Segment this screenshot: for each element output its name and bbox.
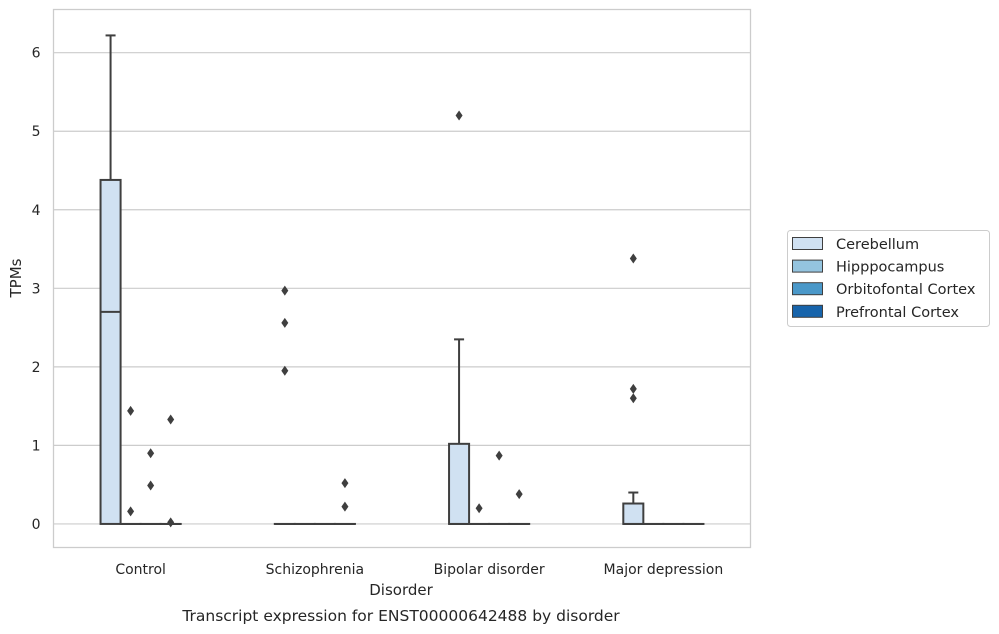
outlier-point xyxy=(281,285,289,296)
x-tick-label: Control xyxy=(115,562,166,578)
legend-frame xyxy=(787,230,990,327)
outlier-point xyxy=(167,414,175,425)
legend-label: Prefrontal Cortex xyxy=(836,305,959,321)
y-tick-label: 0 xyxy=(32,517,41,533)
outlier-point xyxy=(341,501,349,512)
legend-swatch xyxy=(792,282,823,296)
y-axis-label: TPMs xyxy=(7,258,25,298)
legend-label: Hipppocampus xyxy=(836,260,944,276)
plot-frame xyxy=(52,8,752,549)
outlier-point xyxy=(341,478,349,489)
outlier-point xyxy=(455,110,463,121)
y-tick-labels: 0 1 2 3 4 5 6 xyxy=(32,46,41,533)
box-2-0 xyxy=(448,338,471,525)
x-axis-label: Disorder xyxy=(369,581,433,599)
x-tick-labels: Control Schizophrenia Bipolar disorder Majo… xyxy=(115,562,723,578)
chart-caption: Transcript expression for ENST0000064248… xyxy=(181,607,620,625)
outlier-point xyxy=(495,450,503,461)
x-tick-label: Schizophrenia xyxy=(266,562,364,578)
box-body xyxy=(622,502,645,525)
outlier-point xyxy=(147,480,155,491)
legend-swatch xyxy=(792,259,823,273)
legend-label: Cerebellum xyxy=(836,237,919,253)
legend-swatch xyxy=(792,304,823,318)
outlier-point xyxy=(629,253,637,264)
y-tick-label: 6 xyxy=(32,46,41,62)
legend-swatch xyxy=(792,237,823,250)
box-0-0 xyxy=(99,34,122,525)
box-body xyxy=(448,442,471,525)
gridlines xyxy=(53,52,751,525)
box-3-0 xyxy=(622,491,645,525)
outlier-point xyxy=(127,405,135,416)
outlier-point xyxy=(281,365,289,376)
outlier-point xyxy=(515,489,523,500)
outlier-point xyxy=(147,448,155,459)
outlier-point xyxy=(281,317,289,328)
box-body xyxy=(99,178,122,525)
outliers-layer xyxy=(127,110,637,528)
outlier-point xyxy=(629,383,637,394)
x-tick-label: Bipolar disorder xyxy=(434,562,545,578)
y-tick-label: 2 xyxy=(32,360,41,376)
y-tick-label: 4 xyxy=(32,203,41,219)
legend-label: Orbitofontal Cortex xyxy=(836,282,976,298)
legend: Cerebellum Hipppocampus Orbitofontal Corte… xyxy=(787,230,990,327)
y-tick-label: 5 xyxy=(32,124,41,140)
y-tick-label: 3 xyxy=(32,281,41,297)
outlier-point xyxy=(629,393,637,404)
x-tick-label: Major depression xyxy=(604,562,724,578)
outlier-point xyxy=(475,503,483,514)
outlier-point xyxy=(127,506,135,517)
boxes-layer xyxy=(99,34,705,525)
y-tick-label: 1 xyxy=(32,438,41,454)
outlier-point xyxy=(167,517,175,528)
